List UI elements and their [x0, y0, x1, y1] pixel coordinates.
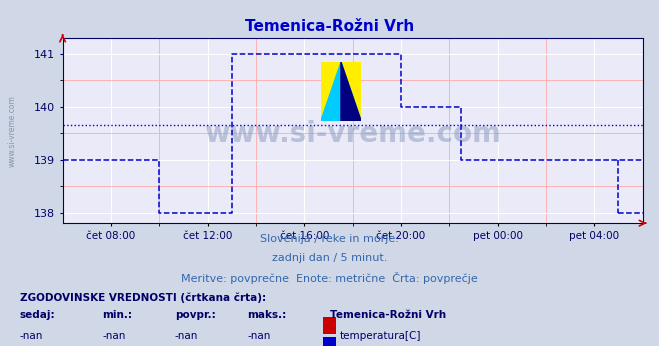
- Polygon shape: [321, 62, 361, 121]
- Text: ZGODOVINSKE VREDNOSTI (črtkana črta):: ZGODOVINSKE VREDNOSTI (črtkana črta):: [20, 292, 266, 303]
- Text: www.si-vreme.com: www.si-vreme.com: [204, 120, 501, 148]
- Text: maks.:: maks.:: [247, 310, 287, 320]
- Text: min.:: min.:: [102, 310, 132, 320]
- Text: Temenica-Rožni Vrh: Temenica-Rožni Vrh: [330, 310, 445, 320]
- Text: -nan: -nan: [20, 331, 43, 341]
- Text: Temenica-Rožni Vrh: Temenica-Rožni Vrh: [245, 19, 414, 34]
- Polygon shape: [321, 62, 361, 121]
- Text: www.si-vreme.com: www.si-vreme.com: [8, 95, 17, 167]
- Text: sedaj:: sedaj:: [20, 310, 55, 320]
- Text: -nan: -nan: [175, 331, 198, 341]
- Text: -nan: -nan: [102, 331, 125, 341]
- Text: temperatura[C]: temperatura[C]: [340, 331, 422, 341]
- Text: Slovenija / reke in morje.: Slovenija / reke in morje.: [260, 234, 399, 244]
- Text: Meritve: povprečne  Enote: metrične  Črta: povprečje: Meritve: povprečne Enote: metrične Črta:…: [181, 272, 478, 284]
- Text: -nan: -nan: [247, 331, 270, 341]
- Text: zadnji dan / 5 minut.: zadnji dan / 5 minut.: [272, 253, 387, 263]
- Polygon shape: [341, 62, 361, 121]
- Text: povpr.:: povpr.:: [175, 310, 215, 320]
